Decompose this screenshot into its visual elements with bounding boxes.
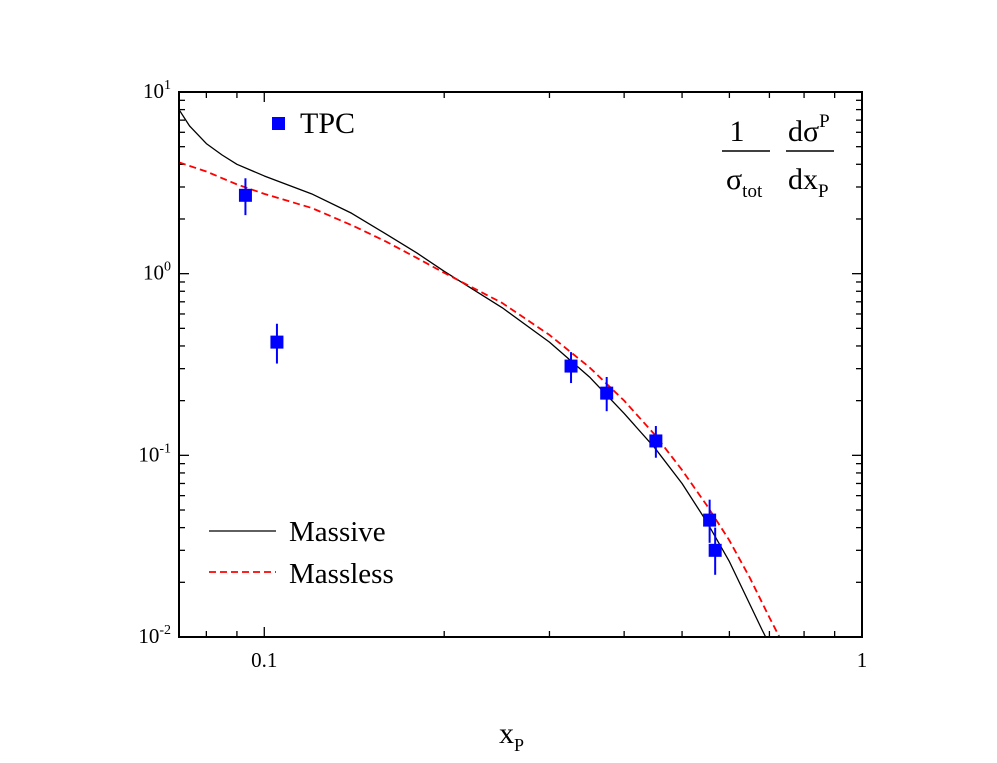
y-tick-label: 10-2	[138, 623, 171, 648]
plot-area	[179, 109, 781, 637]
legend-tpc-label: TPC	[300, 107, 355, 140]
y-tick-label-base: 10	[143, 261, 164, 285]
formula-annotation: 1 σtot dσP dxP	[722, 111, 834, 202]
y-tick-label: 10-1	[138, 441, 171, 466]
series-line-massive	[179, 109, 767, 637]
y-tick-label-exp: -1	[159, 441, 171, 456]
formula-denominator-left: σtot	[726, 163, 763, 202]
y-tick-label: 101	[143, 78, 171, 103]
y-tick-label-exp: 1	[164, 78, 171, 93]
formula-numerator-left: 1	[730, 115, 745, 148]
formula-sub-tot: tot	[742, 181, 763, 202]
formula-sup-p: P	[819, 111, 830, 132]
tpc-data-point	[600, 386, 614, 400]
legend-tpc-marker	[272, 117, 285, 130]
tpc-data-point	[708, 543, 722, 557]
x-axis-label: xP	[499, 717, 524, 755]
series-line-massless	[179, 161, 781, 637]
tpc-data-point	[270, 335, 284, 349]
y-tick-label-exp: 0	[164, 260, 171, 275]
plot-frame	[178, 91, 863, 638]
formula-numerator-right: dσP	[788, 111, 830, 148]
tpc-data-point	[703, 513, 717, 527]
x-tick-label: 1	[857, 648, 868, 672]
formula-dsigma: dσ	[788, 115, 819, 148]
legend-massive-label: Massive	[289, 516, 386, 548]
formula-sigma: σ	[726, 163, 742, 196]
y-tick-label-base: 10	[138, 442, 159, 466]
x-tick-label: 0.1	[251, 648, 277, 672]
formula-dx: dx	[788, 163, 818, 196]
formula-denominator-right: dxP	[788, 163, 829, 202]
tpc-data-point	[238, 188, 252, 202]
legend-massless-label: Massless	[289, 558, 394, 590]
tpc-data-point	[564, 359, 578, 373]
y-tick-label-exp: -2	[159, 623, 171, 638]
x-axis-label-sub: P	[514, 735, 524, 755]
y-tick-label-base: 10	[138, 624, 159, 648]
y-tick-label: 100	[143, 260, 171, 285]
legend-lines: Massive Massless	[209, 516, 394, 590]
legend-tpc: TPC	[272, 107, 355, 140]
x-axis-label-main: x	[499, 717, 514, 750]
y-tick-label-base: 10	[143, 79, 164, 103]
tpc-data-point	[649, 434, 663, 448]
formula-sub-p: P	[818, 181, 829, 202]
